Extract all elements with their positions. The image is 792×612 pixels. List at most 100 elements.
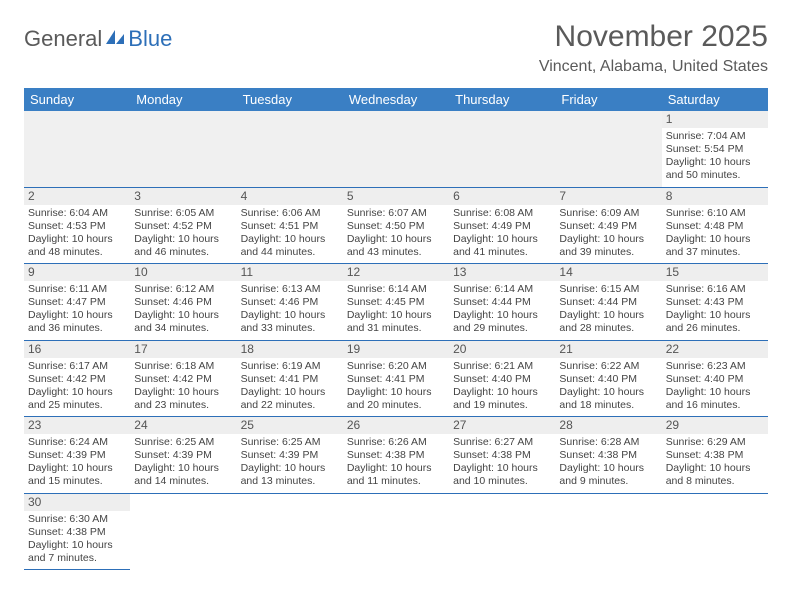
daylight-text: Daylight: 10 hours	[453, 309, 551, 322]
sunset-text: Sunset: 4:40 PM	[453, 373, 551, 386]
daylight-text: and 11 minutes.	[347, 475, 445, 488]
day-number: 10	[130, 264, 236, 281]
day-number: 4	[237, 188, 343, 205]
day-header: Friday	[555, 88, 661, 111]
daylight-text: and 36 minutes.	[28, 322, 126, 335]
sunset-text: Sunset: 5:54 PM	[666, 143, 764, 156]
daylight-text: Daylight: 10 hours	[134, 386, 232, 399]
daylight-text: and 13 minutes.	[241, 475, 339, 488]
day-number: 15	[662, 264, 768, 281]
sunrise-text: Sunrise: 6:20 AM	[347, 360, 445, 373]
calendar-cell: 28Sunrise: 6:28 AMSunset: 4:38 PMDayligh…	[555, 417, 661, 494]
sunset-text: Sunset: 4:46 PM	[241, 296, 339, 309]
daylight-text: and 50 minutes.	[666, 169, 764, 182]
calendar-cell: 16Sunrise: 6:17 AMSunset: 4:42 PMDayligh…	[24, 340, 130, 417]
daylight-text: and 14 minutes.	[134, 475, 232, 488]
daylight-text: Daylight: 10 hours	[134, 233, 232, 246]
sunset-text: Sunset: 4:38 PM	[28, 526, 126, 539]
calendar-cell: 7Sunrise: 6:09 AMSunset: 4:49 PMDaylight…	[555, 187, 661, 264]
daylight-text: and 20 minutes.	[347, 399, 445, 412]
logo: General Blue	[24, 26, 172, 52]
sunset-text: Sunset: 4:52 PM	[134, 220, 232, 233]
sunrise-text: Sunrise: 6:27 AM	[453, 436, 551, 449]
sunrise-text: Sunrise: 6:28 AM	[559, 436, 657, 449]
daylight-text: Daylight: 10 hours	[241, 386, 339, 399]
sunset-text: Sunset: 4:40 PM	[666, 373, 764, 386]
calendar-cell: 11Sunrise: 6:13 AMSunset: 4:46 PMDayligh…	[237, 264, 343, 341]
sunrise-text: Sunrise: 6:29 AM	[666, 436, 764, 449]
calendar-cell: 26Sunrise: 6:26 AMSunset: 4:38 PMDayligh…	[343, 417, 449, 494]
daylight-text: and 44 minutes.	[241, 246, 339, 259]
location: Vincent, Alabama, United States	[539, 58, 768, 76]
daylight-text: and 15 minutes.	[28, 475, 126, 488]
daylight-text: and 28 minutes.	[559, 322, 657, 335]
sunrise-text: Sunrise: 6:07 AM	[347, 207, 445, 220]
day-number: 12	[343, 264, 449, 281]
daylight-text: and 9 minutes.	[559, 475, 657, 488]
sunrise-text: Sunrise: 6:19 AM	[241, 360, 339, 373]
sunset-text: Sunset: 4:46 PM	[134, 296, 232, 309]
title-block: November 2025 Vincent, Alabama, United S…	[539, 20, 768, 76]
day-number: 18	[237, 341, 343, 358]
day-header: Tuesday	[237, 88, 343, 111]
calendar-row: 9Sunrise: 6:11 AMSunset: 4:47 PMDaylight…	[24, 264, 768, 341]
sunrise-text: Sunrise: 6:05 AM	[134, 207, 232, 220]
day-number: 8	[662, 188, 768, 205]
calendar-cell	[555, 111, 661, 187]
calendar-cell: 17Sunrise: 6:18 AMSunset: 4:42 PMDayligh…	[130, 340, 236, 417]
sunrise-text: Sunrise: 6:30 AM	[28, 513, 126, 526]
calendar-cell: 8Sunrise: 6:10 AMSunset: 4:48 PMDaylight…	[662, 187, 768, 264]
sunset-text: Sunset: 4:53 PM	[28, 220, 126, 233]
daylight-text: Daylight: 10 hours	[347, 386, 445, 399]
day-number: 29	[662, 417, 768, 434]
sunset-text: Sunset: 4:39 PM	[134, 449, 232, 462]
daylight-text: Daylight: 10 hours	[241, 233, 339, 246]
daylight-text: Daylight: 10 hours	[134, 309, 232, 322]
calendar-cell: 20 Sunrise: 6:21 AMSunset: 4:40 PMDayligh…	[449, 340, 555, 417]
calendar-cell	[237, 493, 343, 570]
daylight-text: Daylight: 10 hours	[559, 462, 657, 475]
sunset-text: Sunset: 4:51 PM	[241, 220, 339, 233]
daylight-text: Daylight: 10 hours	[28, 233, 126, 246]
sunrise-text: Sunrise: 6:25 AM	[134, 436, 232, 449]
daylight-text: Daylight: 10 hours	[453, 386, 551, 399]
calendar-cell: 13Sunrise: 6:14 AMSunset: 4:44 PMDayligh…	[449, 264, 555, 341]
calendar-cell: 12Sunrise: 6:14 AMSunset: 4:45 PMDayligh…	[343, 264, 449, 341]
day-header-row: Sunday Monday Tuesday Wednesday Thursday…	[24, 88, 768, 111]
calendar-cell: 4Sunrise: 6:06 AMSunset: 4:51 PMDaylight…	[237, 187, 343, 264]
sunrise-text: Sunrise: 6:08 AM	[453, 207, 551, 220]
daylight-text: Daylight: 10 hours	[666, 233, 764, 246]
daylight-text: and 7 minutes.	[28, 552, 126, 565]
calendar-table: Sunday Monday Tuesday Wednesday Thursday…	[24, 88, 768, 570]
sunrise-text: Sunrise: 6:25 AM	[241, 436, 339, 449]
day-number: 20	[449, 341, 555, 358]
sunrise-text: Sunrise: 6:24 AM	[28, 436, 126, 449]
sunset-text: Sunset: 4:44 PM	[453, 296, 551, 309]
daylight-text: and 37 minutes.	[666, 246, 764, 259]
daylight-text: and 10 minutes.	[453, 475, 551, 488]
sunset-text: Sunset: 4:50 PM	[347, 220, 445, 233]
header: General Blue November 2025 Vincent, Alab…	[24, 20, 768, 76]
calendar-cell	[237, 111, 343, 187]
daylight-text: and 41 minutes.	[453, 246, 551, 259]
sunset-text: Sunset: 4:41 PM	[347, 373, 445, 386]
daylight-text: and 48 minutes.	[28, 246, 126, 259]
daylight-text: Daylight: 10 hours	[28, 386, 126, 399]
sunrise-text: Sunrise: 6:21 AM	[453, 360, 551, 373]
daylight-text: and 22 minutes.	[241, 399, 339, 412]
calendar-cell	[449, 111, 555, 187]
daylight-text: Daylight: 10 hours	[666, 462, 764, 475]
calendar-cell	[343, 493, 449, 570]
calendar-cell: 29 Sunrise: 6:29 AMSunset: 4:38 PMDayligh…	[662, 417, 768, 494]
logo-text-blue: Blue	[128, 26, 172, 52]
calendar-cell: 5Sunrise: 6:07 AMSunset: 4:50 PMDaylight…	[343, 187, 449, 264]
sunset-text: Sunset: 4:38 PM	[666, 449, 764, 462]
sunrise-text: Sunrise: 6:04 AM	[28, 207, 126, 220]
daylight-text: and 23 minutes.	[134, 399, 232, 412]
sunset-text: Sunset: 4:40 PM	[559, 373, 657, 386]
calendar-cell: 23Sunrise: 6:24 AMSunset: 4:39 PMDayligh…	[24, 417, 130, 494]
calendar-cell	[343, 111, 449, 187]
daylight-text: Daylight: 10 hours	[559, 309, 657, 322]
calendar-cell: 19Sunrise: 6:20 AMSunset: 4:41 PMDayligh…	[343, 340, 449, 417]
calendar-cell	[130, 111, 236, 187]
